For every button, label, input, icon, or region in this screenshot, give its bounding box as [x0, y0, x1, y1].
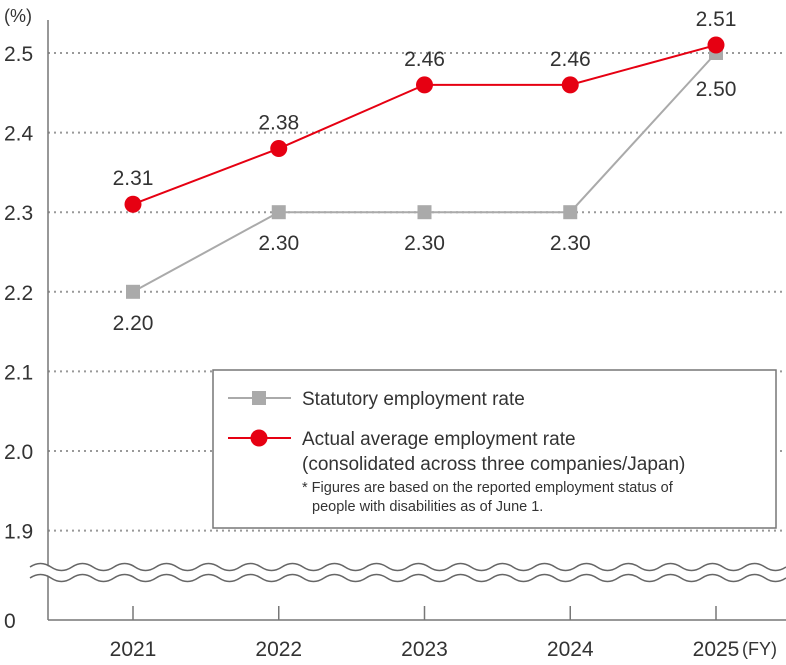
legend-note-line2: people with disabilities as of June 1.: [312, 499, 543, 515]
x-tick-label: 2021: [110, 638, 157, 661]
data-label: 2.30: [258, 232, 299, 255]
legend-note-line1: * Figures are based on the reported empl…: [302, 480, 674, 496]
data-label: 2.51: [696, 8, 737, 31]
data-label: 2.38: [258, 112, 299, 135]
data-point-circle: [416, 76, 433, 94]
series: 2.20 2.30 2.30 2.30 2.50 2.31 2.38 2.46 2.46 2.51: [113, 8, 737, 335]
data-point-circle: [124, 195, 142, 213]
data-point-square: [126, 284, 140, 299]
data-point-circle: [707, 36, 725, 54]
data-label: 2.46: [404, 48, 445, 71]
series-statutory: 2.20 2.30 2.30 2.30 2.50: [113, 46, 737, 335]
legend: Statutory employment rate Actual average…: [212, 369, 777, 529]
data-label: 2.20: [113, 312, 154, 335]
legend-circle-marker: [250, 429, 268, 447]
x-tick-label: 2024: [547, 638, 594, 661]
x-tick-labels: 2021 2022 2023 2024 2025: [110, 606, 740, 661]
data-point-circle: [561, 76, 579, 94]
y-tick-labels: 2.5 2.4 2.3 2.2 2.1 2.0 1.9 0: [4, 43, 34, 633]
legend-actual: Actual average employment rate: [302, 429, 576, 450]
legend-square-marker: [252, 391, 266, 405]
x-axis-unit: (FY): [742, 639, 777, 659]
x-tick-label: 2023: [401, 638, 448, 661]
y-axis-unit: (%): [4, 6, 32, 26]
y-tick-label: 0: [4, 610, 16, 633]
y-tick-label: 2.5: [4, 43, 33, 66]
y-tick-label: 2.0: [4, 441, 33, 464]
data-point-square: [271, 205, 286, 220]
data-point-circle: [270, 140, 288, 158]
y-tick-label: 2.3: [4, 202, 33, 225]
legend-actual-line2: (consolidated across three companies/Jap…: [302, 454, 685, 475]
data-label: 2.30: [404, 232, 445, 255]
data-label: 2.31: [113, 167, 154, 190]
data-label: 2.30: [550, 232, 591, 255]
y-tick-label: 1.9: [4, 521, 33, 544]
y-tick-label: 2.1: [4, 361, 33, 384]
data-point-square: [563, 205, 578, 220]
axis-break: [27, 562, 786, 583]
data-label: 2.46: [550, 48, 591, 71]
data-label: 2.50: [696, 78, 737, 101]
y-tick-label: 2.2: [4, 282, 33, 305]
x-tick-label: 2025: [693, 638, 740, 661]
series-actual: 2.31 2.38 2.46 2.46 2.51: [113, 8, 737, 213]
y-tick-label: 2.4: [4, 123, 34, 146]
data-point-square: [417, 205, 432, 220]
x-tick-label: 2022: [255, 638, 302, 661]
legend-statutory: Statutory employment rate: [302, 389, 525, 410]
